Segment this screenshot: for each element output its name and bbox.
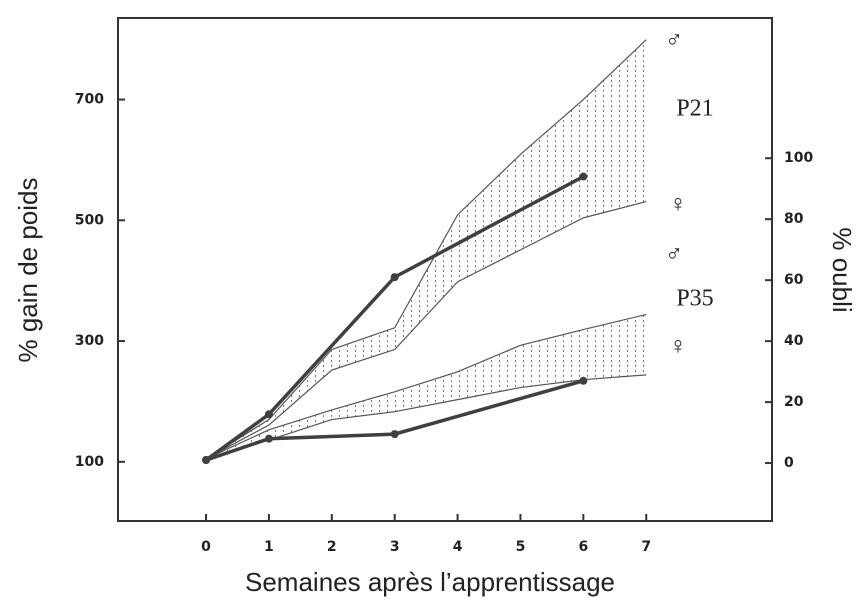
x-tick-label: 3 xyxy=(390,539,400,555)
annotation: P35 xyxy=(676,286,713,312)
annotation: ♀ xyxy=(669,334,687,360)
y2-axis-label: % oubli xyxy=(827,227,857,312)
point xyxy=(202,456,211,465)
x-tick-label: 5 xyxy=(516,539,526,555)
y-tick-label: 700 xyxy=(75,92,104,108)
recall-line xyxy=(205,379,584,462)
annotation: ♂ xyxy=(665,28,683,54)
weight-line xyxy=(205,200,647,460)
point xyxy=(264,410,273,419)
plot-frame xyxy=(117,17,773,522)
y-tick-label: 100 xyxy=(75,454,104,470)
y-axis-label: % gain de poids xyxy=(13,177,43,362)
point xyxy=(579,376,588,385)
y-tick-label: 500 xyxy=(75,212,104,228)
x-tick-label: 4 xyxy=(453,539,463,555)
annotation: ♀ xyxy=(669,192,687,218)
x-tick-label: 1 xyxy=(264,539,274,555)
band-fill xyxy=(206,314,647,459)
y2-tick-label: 100 xyxy=(784,150,813,166)
recall-line xyxy=(205,174,585,462)
band-fill xyxy=(206,39,647,459)
point xyxy=(264,434,273,443)
point xyxy=(390,430,399,439)
y2-tick-label: 80 xyxy=(784,211,804,227)
x-tick-label: 0 xyxy=(201,539,211,555)
x-axis-label: Semaines après l’apprentissage xyxy=(245,567,615,597)
y2-tick-label: 20 xyxy=(784,394,804,410)
point xyxy=(579,172,588,181)
annotation: ♂ xyxy=(665,242,683,268)
x-tick-label: 7 xyxy=(641,539,651,555)
y2-tick-label: 0 xyxy=(784,455,794,471)
annotation: P21 xyxy=(676,96,713,122)
y-tick-label: 300 xyxy=(75,333,104,349)
weight-line xyxy=(205,39,647,460)
point xyxy=(390,273,399,282)
weight-line xyxy=(205,313,647,460)
y2-tick-label: 60 xyxy=(784,272,804,288)
x-tick-label: 6 xyxy=(578,539,588,555)
x-tick-label: 2 xyxy=(327,539,337,555)
y2-tick-label: 40 xyxy=(784,333,804,349)
